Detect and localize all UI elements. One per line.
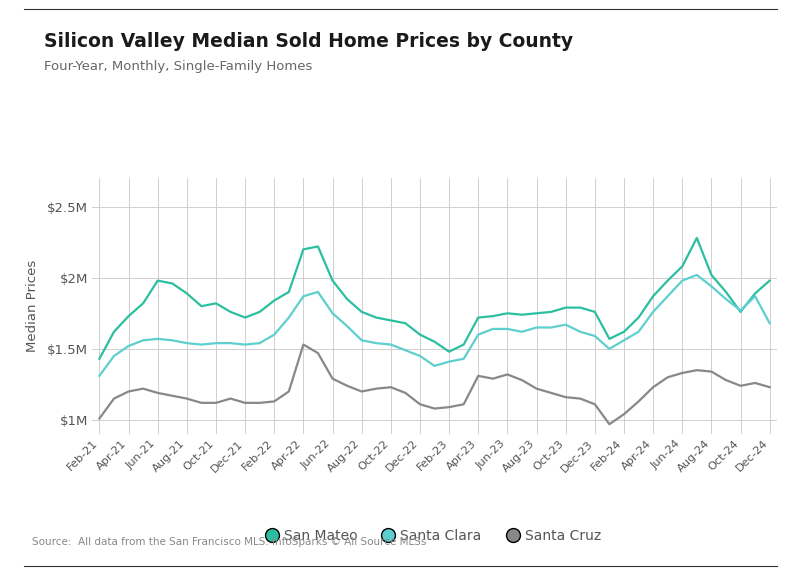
Text: Silicon Valley Median Sold Home Prices by County: Silicon Valley Median Sold Home Prices b… (44, 32, 574, 51)
Legend: San Mateo, Santa Clara, Santa Cruz: San Mateo, Santa Clara, Santa Cruz (263, 523, 606, 548)
Text: Source:  All data from the San Francisco MLS. InfoSparks © All Source MLSs: Source: All data from the San Francisco … (32, 538, 426, 547)
Text: Four-Year, Monthly, Single-Family Homes: Four-Year, Monthly, Single-Family Homes (44, 60, 312, 74)
Y-axis label: Median Prices: Median Prices (26, 260, 38, 352)
